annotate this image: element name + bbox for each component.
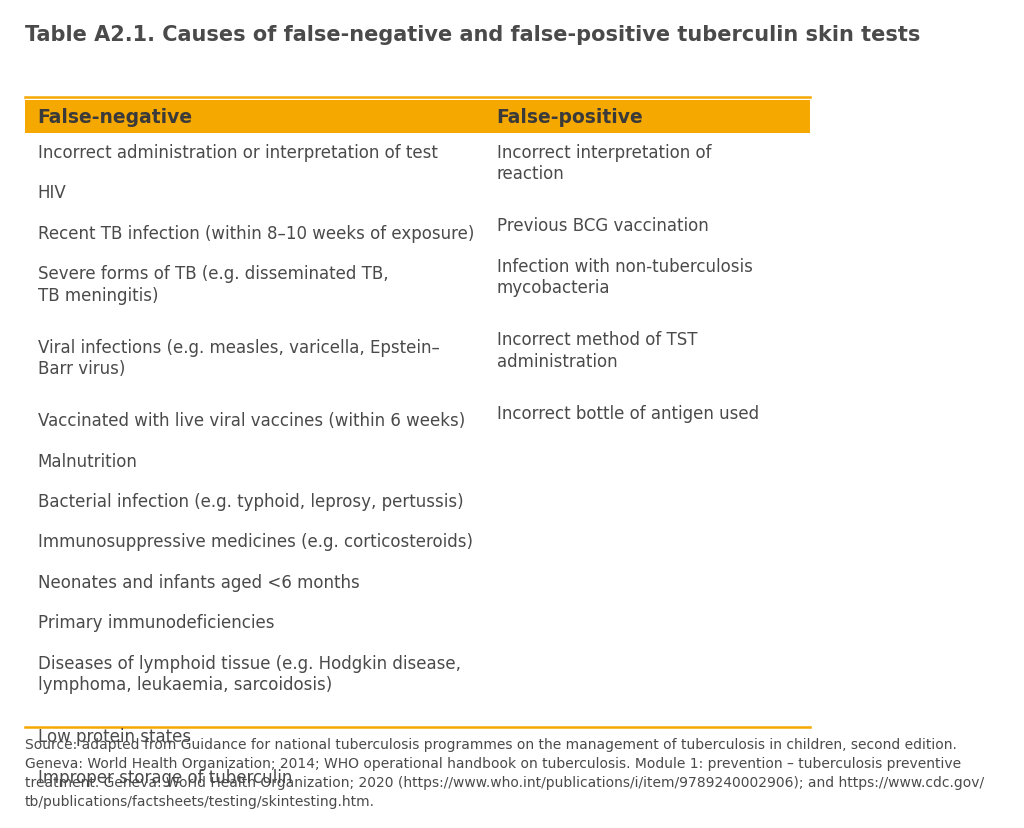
Text: Previous BCG vaccination: Previous BCG vaccination [497,217,709,235]
Text: Malnutrition: Malnutrition [38,452,137,470]
Text: Vaccinated with live viral vaccines (within 6 weeks): Vaccinated with live viral vaccines (wit… [38,412,465,430]
Text: HIV: HIV [38,184,67,202]
Bar [25,101,810,133]
Text: Low protein states: Low protein states [38,728,190,745]
Text: Incorrect interpretation of
reaction: Incorrect interpretation of reaction [497,143,711,183]
Text: Bacterial infection (e.g. typhoid, leprosy, pertussis): Bacterial infection (e.g. typhoid, lepro… [38,493,463,510]
Text: False-negative: False-negative [38,108,193,127]
Text: Recent TB infection (within 8–10 weeks of exposure): Recent TB infection (within 8–10 weeks o… [38,224,474,243]
Text: Immunosuppressive medicines (e.g. corticosteroids): Immunosuppressive medicines (e.g. cortic… [38,533,472,551]
Text: Table A2.1. Causes of false-negative and false-positive tuberculin skin tests: Table A2.1. Causes of false-negative and… [25,25,921,45]
Text: Source: adapted from Guidance for national tuberculosis programmes on the manage: Source: adapted from Guidance for nation… [25,738,984,808]
Text: Infection with non-tuberculosis
mycobacteria: Infection with non-tuberculosis mycobact… [497,258,753,296]
Text: Incorrect method of TST
administration: Incorrect method of TST administration [497,330,697,370]
Text: Diseases of lymphoid tissue (e.g. Hodgkin disease,
lymphoma, leukaemia, sarcoido: Diseases of lymphoid tissue (e.g. Hodgki… [38,654,461,694]
Text: Primary immunodeficiencies: Primary immunodeficiencies [38,614,274,632]
Text: Severe forms of TB (e.g. disseminated TB,
TB meningitis): Severe forms of TB (e.g. disseminated TB… [38,265,388,304]
Text: Incorrect bottle of antigen used: Incorrect bottle of antigen used [497,404,759,422]
Text: Viral infections (e.g. measles, varicella, Epstein–
Barr virus): Viral infections (e.g. measles, varicell… [38,338,439,378]
Text: Incorrect administration or interpretation of test: Incorrect administration or interpretati… [38,143,437,161]
Text: Neonates and infants aged <6 months: Neonates and infants aged <6 months [38,573,359,591]
Text: Improper storage of tuberculin: Improper storage of tuberculin [38,768,292,786]
Text: False-positive: False-positive [497,108,643,127]
